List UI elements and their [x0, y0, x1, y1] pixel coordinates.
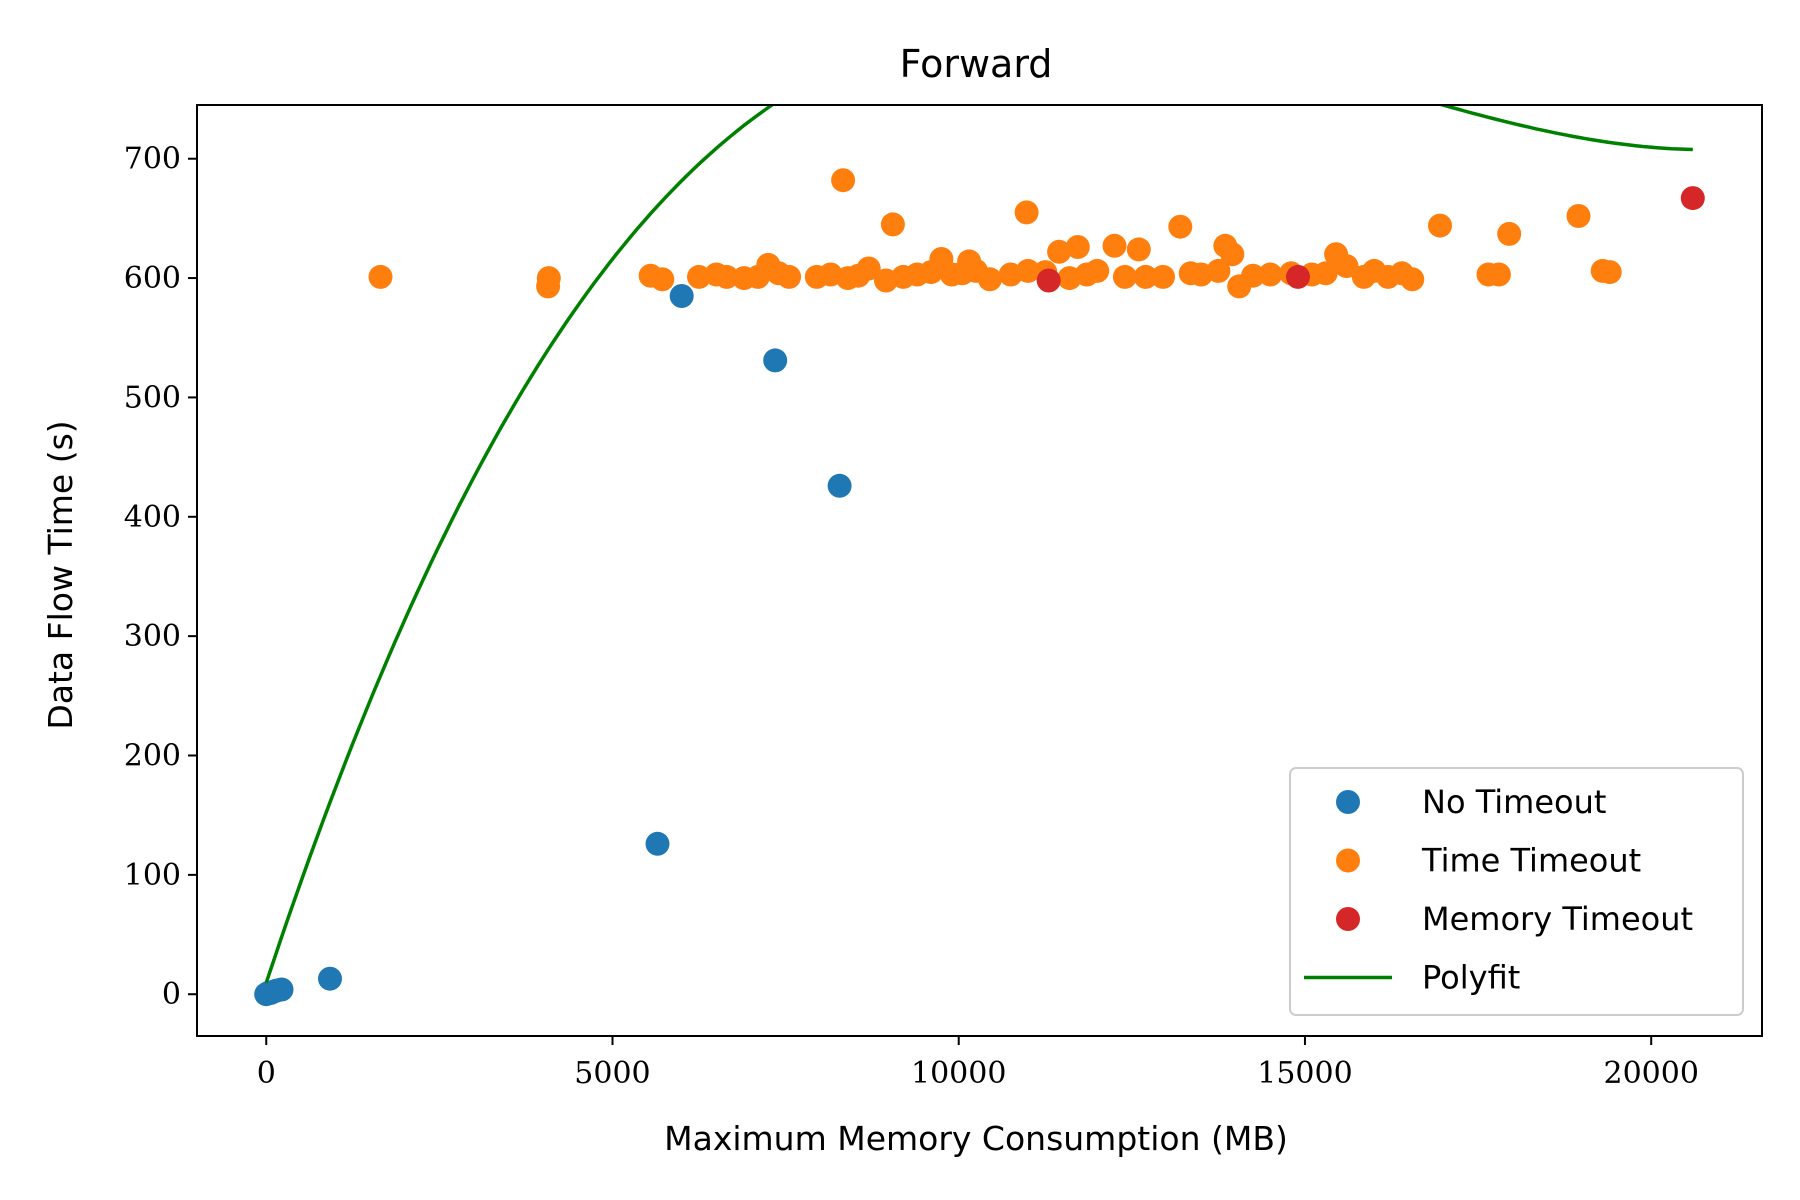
point-no-timeout	[669, 284, 694, 308]
point-time-timeout	[856, 256, 881, 281]
point-time-timeout	[1220, 242, 1245, 267]
legend-label: Polyfit	[1422, 959, 1520, 997]
point-time-timeout	[1258, 262, 1283, 287]
point-time-timeout	[777, 264, 802, 289]
series-memory-timeout	[1036, 186, 1705, 293]
point-time-timeout	[1428, 213, 1452, 238]
point-memory-timeout	[1036, 268, 1061, 293]
legend: No Timeout Time Timeout Memory Timeout Poly…	[1289, 767, 1744, 1016]
point-time-timeout	[1241, 263, 1265, 288]
point-no-timeout	[827, 473, 852, 498]
y-tick-label: 0	[162, 977, 181, 1012]
point-time-timeout	[831, 168, 856, 193]
point-time-timeout	[1014, 200, 1039, 225]
point-time-timeout	[368, 264, 393, 289]
x-tick-label: 10000	[911, 1056, 1006, 1091]
legend-label: No Timeout	[1422, 783, 1606, 821]
y-tick-label: 400	[124, 500, 181, 535]
point-memory-timeout	[1286, 264, 1310, 289]
point-time-timeout	[650, 267, 675, 292]
point-time-timeout	[977, 267, 1002, 292]
legend-marker	[1336, 848, 1360, 873]
chart-title: Forward	[900, 42, 1053, 86]
x-tick-label: 0	[257, 1056, 276, 1091]
point-time-timeout	[1400, 267, 1425, 292]
point-time-timeout	[1133, 264, 1158, 289]
axes-layer: 0 5000 10000 15000 20000 0 100 200 300 400 500 600 7…	[124, 104, 1763, 1091]
point-time-timeout	[880, 212, 905, 237]
point-time-timeout	[1497, 221, 1522, 246]
y-tick-label: 100	[124, 858, 181, 893]
y-axis-label: Data Flow Time (s)	[41, 420, 80, 729]
series-no-timeout	[254, 284, 852, 1007]
x-tick-label: 20000	[1603, 1056, 1698, 1091]
point-time-timeout	[1313, 261, 1338, 286]
point-time-timeout	[1151, 264, 1175, 289]
y-tick-label: 200	[124, 739, 181, 774]
point-time-timeout	[1047, 239, 1072, 264]
legend-marker	[1336, 907, 1360, 931]
point-time-timeout	[536, 274, 561, 299]
point-time-timeout	[1016, 258, 1040, 283]
x-axis-label: Maximum Memory Consumption (MB)	[664, 1119, 1288, 1158]
point-memory-timeout	[1680, 186, 1705, 211]
point-time-timeout	[714, 264, 739, 289]
point-no-timeout	[269, 977, 294, 1002]
point-time-timeout	[1206, 258, 1231, 283]
point-time-timeout	[1334, 254, 1359, 279]
y-tick-label: 500	[124, 380, 181, 415]
legend-marker	[1336, 790, 1360, 814]
point-time-timeout	[1168, 214, 1193, 239]
plot-frame	[196, 104, 1763, 1037]
polyfit-line	[264, 105, 1693, 984]
y-tick-label: 700	[124, 142, 181, 177]
x-tick-label: 15000	[1257, 1056, 1352, 1091]
point-no-timeout	[318, 966, 342, 991]
point-time-timeout	[1112, 264, 1137, 289]
point-time-timeout	[1566, 204, 1591, 228]
legend-label: Time Timeout	[1421, 842, 1641, 880]
point-time-timeout	[1486, 262, 1511, 287]
x-tick-label: 5000	[574, 1056, 650, 1091]
y-tick-label: 600	[124, 261, 181, 296]
y-tick-label: 300	[124, 619, 181, 654]
point-time-timeout	[1065, 235, 1090, 259]
point-time-timeout	[1126, 237, 1151, 262]
legend-label: Memory Timeout	[1422, 900, 1693, 938]
point-time-timeout	[1597, 260, 1622, 285]
data-layer	[254, 105, 1705, 1007]
legend-box	[1289, 767, 1744, 1016]
point-no-timeout	[763, 348, 788, 373]
point-time-timeout	[1102, 233, 1127, 258]
point-time-timeout	[1085, 258, 1110, 283]
point-no-timeout	[645, 831, 670, 856]
